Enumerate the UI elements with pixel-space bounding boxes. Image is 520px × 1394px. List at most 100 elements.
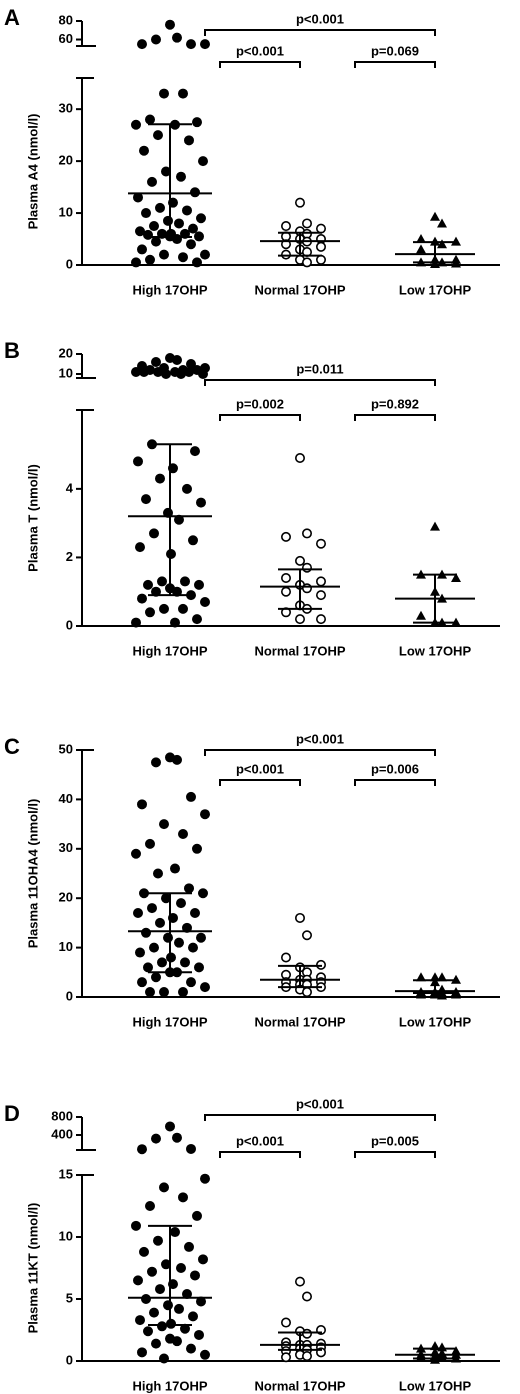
data-point — [151, 1338, 162, 1349]
data-point — [139, 888, 150, 899]
data-point — [182, 483, 193, 494]
data-point — [190, 446, 201, 457]
data-point — [180, 957, 191, 968]
data-point — [143, 962, 154, 973]
data-point — [172, 32, 183, 43]
y-tick-label: 5 — [66, 1290, 73, 1305]
x-tick-label: Normal 17OHP — [254, 643, 345, 658]
data-point — [416, 234, 426, 244]
data-point — [159, 1182, 170, 1193]
y-tick-label: 15 — [59, 1166, 73, 1181]
x-tick-label: Normal 17OHP — [254, 1014, 345, 1029]
data-point — [184, 366, 195, 377]
data-point — [451, 573, 461, 582]
significance-bracket — [204, 1114, 436, 1121]
data-point — [133, 1275, 144, 1286]
significance-bracket — [204, 29, 436, 36]
data-point — [151, 1133, 162, 1144]
y-tick-label: 2 — [66, 549, 73, 564]
y-tick-label: 400 — [51, 1126, 73, 1141]
data-point — [301, 1291, 312, 1302]
x-tick-label: Low 17OHP — [399, 1014, 472, 1029]
y-axis-title: Plasma A4 (nmol/l) — [25, 114, 40, 230]
data-point — [137, 1144, 148, 1155]
significance-bracket — [354, 1151, 436, 1158]
data-point — [280, 221, 291, 232]
data-point — [188, 535, 199, 546]
data-point — [430, 211, 440, 221]
x-tick-label: High 17OHP — [132, 1378, 207, 1393]
data-point — [149, 1307, 160, 1318]
data-point — [437, 990, 447, 1000]
data-point — [159, 249, 170, 260]
significance-bracket — [219, 1151, 301, 1158]
data-point — [196, 932, 207, 943]
data-point — [196, 497, 207, 508]
data-point — [430, 236, 440, 246]
data-point — [186, 1143, 197, 1154]
data-point — [131, 366, 142, 377]
data-point — [192, 614, 203, 625]
data-point — [155, 917, 166, 928]
data-point — [143, 1326, 154, 1337]
data-point — [131, 1220, 142, 1231]
data-point — [137, 39, 148, 50]
data-point — [176, 898, 187, 909]
data-point — [141, 494, 152, 505]
data-point — [194, 579, 205, 590]
x-tick-label: Low 17OHP — [399, 282, 472, 297]
y-tick-label: 50 — [59, 741, 73, 756]
data-point — [153, 868, 164, 879]
x-tick-label: Normal 17OHP — [254, 1378, 345, 1393]
data-point — [137, 1347, 148, 1358]
data-point — [301, 987, 312, 998]
data-point — [145, 114, 156, 125]
data-point — [416, 610, 426, 620]
data-point — [294, 452, 305, 463]
data-point — [301, 1328, 312, 1339]
data-point — [198, 156, 209, 167]
data-point — [170, 1227, 181, 1238]
data-point — [137, 799, 148, 810]
data-point — [176, 1263, 187, 1274]
data-point — [135, 1315, 146, 1326]
significance-bracket — [219, 779, 301, 786]
data-point — [141, 208, 152, 219]
data-point — [182, 205, 193, 216]
data-point — [147, 903, 158, 914]
x-tick-label: High 17OHP — [132, 643, 207, 658]
data-point — [294, 1276, 305, 1287]
data-point — [190, 187, 201, 198]
x-tick-label: Normal 17OHP — [254, 282, 345, 297]
data-point — [137, 977, 148, 988]
data-point — [135, 226, 146, 237]
data-point — [147, 1266, 158, 1277]
y-tick-label: 800 — [51, 1108, 73, 1123]
data-point — [141, 927, 152, 938]
data-point — [301, 218, 312, 229]
y-tick-label: 20 — [59, 153, 73, 168]
data-point — [186, 1343, 197, 1354]
data-point — [200, 1349, 211, 1360]
data-point — [280, 1352, 291, 1363]
significance-bracket — [354, 61, 436, 68]
data-point — [192, 257, 203, 268]
data-point — [192, 843, 203, 854]
data-point — [280, 249, 291, 260]
y-tick-label: 60 — [59, 31, 73, 46]
y-tick-label: 30 — [59, 840, 73, 855]
y-tick-label: 20 — [59, 345, 73, 360]
data-point — [190, 1270, 201, 1281]
data-point — [301, 257, 312, 268]
data-point — [194, 231, 205, 242]
data-point — [174, 937, 185, 948]
data-point — [139, 366, 150, 377]
data-point — [192, 1210, 203, 1221]
data-point — [153, 130, 164, 141]
data-point — [131, 848, 142, 859]
data-point — [145, 607, 156, 618]
data-point — [161, 166, 172, 177]
data-point — [294, 555, 305, 566]
data-point — [294, 912, 305, 923]
data-point — [186, 39, 197, 50]
